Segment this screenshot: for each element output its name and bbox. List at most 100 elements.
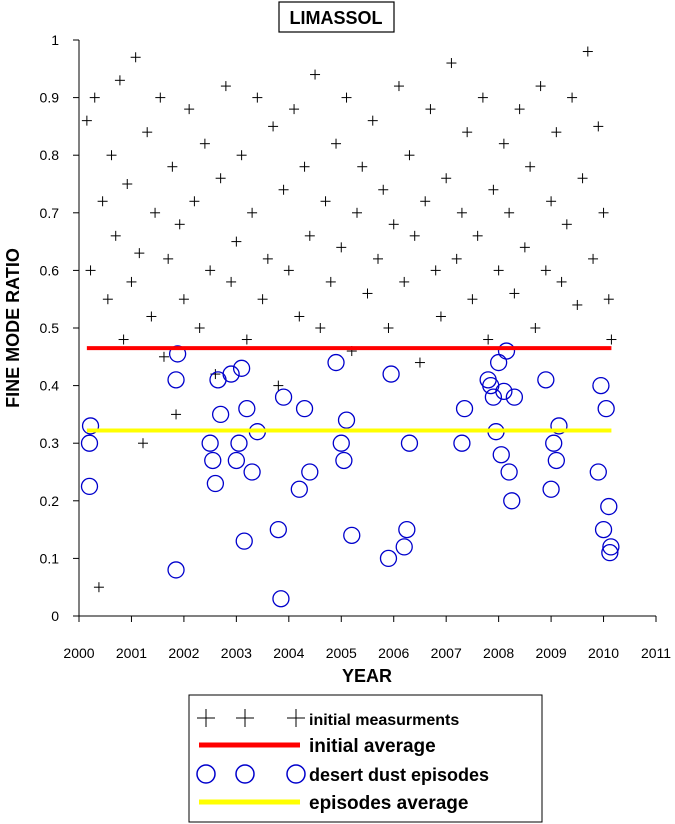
- measurement-point-39: [257, 294, 268, 305]
- measurement-point-59: [362, 288, 373, 299]
- dust-episode-point-11: [222, 365, 240, 383]
- dust-episode-point-5: [167, 561, 185, 579]
- legend-plus-0: [197, 709, 215, 727]
- measurement-point-79: [467, 294, 478, 305]
- measurement-point-35: [236, 150, 247, 161]
- dust-episode-point-43: [495, 382, 513, 401]
- measurement-point-6: [106, 150, 117, 161]
- measurement-point-9: [118, 334, 129, 345]
- measurement-point-103: [593, 121, 604, 132]
- measurement-point-23: [174, 219, 185, 230]
- x-axis-ticks: 2000 2001 2002 2003 2004 2005 2006 2007 2008 2009…: [63, 616, 671, 661]
- measurement-point-104: [598, 207, 609, 218]
- dust-episode-point-25: [327, 353, 345, 372]
- measurement-point-34: [231, 236, 242, 247]
- x-tick-label-2003: 2003: [221, 645, 252, 661]
- measurement-point-25: [184, 104, 195, 115]
- measurement-point-55: [341, 92, 352, 103]
- measurement-point-73: [435, 311, 446, 322]
- dust-episode-point-51: [547, 451, 565, 470]
- measurement-point-86: [504, 207, 515, 218]
- measurement-point-53: [331, 138, 342, 149]
- measurement-point-54: [336, 242, 347, 253]
- x-tick-label-2004: 2004: [273, 645, 304, 661]
- measurement-point-32: [220, 81, 231, 92]
- measurement-point-49: [310, 69, 321, 80]
- dust-episode-point-58: [601, 543, 619, 562]
- measurement-point-19: [158, 351, 169, 362]
- y-tick-label-0.2: 0.2: [40, 493, 60, 509]
- y-axis-label: FINE MODE RATIO: [3, 248, 23, 408]
- measurement-point-15: [142, 127, 153, 138]
- y-tick-label-0: 0: [51, 608, 59, 624]
- x-tick-label-2008: 2008: [483, 645, 514, 661]
- measurement-point-81: [477, 92, 488, 103]
- measurement-point-26: [189, 196, 200, 207]
- measurement-point-63: [383, 323, 394, 333]
- dust-episode-point-13: [230, 434, 248, 452]
- measurement-point-33: [226, 276, 237, 287]
- dust-episode-point-49: [542, 480, 560, 498]
- x-tick-label-2009: 2009: [536, 645, 567, 661]
- measurement-point-77: [456, 207, 467, 218]
- measurement-point-87: [509, 288, 520, 299]
- measurement-point-0: [81, 115, 92, 126]
- measurement-point-90: [525, 161, 536, 172]
- dust-episode-point-41: [489, 353, 508, 372]
- measurement-point-91: [530, 323, 541, 333]
- measurement-point-57: [352, 207, 363, 218]
- measurement-point-13: [134, 248, 145, 259]
- measurement-point-62: [378, 184, 389, 195]
- measurement-point-29: [205, 265, 216, 276]
- measurement-point-101: [582, 46, 593, 57]
- measurement-point-18: [155, 92, 166, 103]
- measurement-point-60: [367, 115, 378, 126]
- measurement-point-51: [320, 196, 331, 207]
- dust-episode-point-29: [343, 526, 361, 545]
- dust-episode-point-24: [301, 463, 319, 481]
- measurement-point-83: [488, 184, 499, 195]
- dust-episode-point-32: [395, 538, 413, 556]
- legend-label-measurements: initial measurments: [309, 712, 459, 729]
- measurement-point-66: [399, 276, 410, 287]
- dust-episode-point-15: [235, 532, 253, 550]
- measurement-point-78: [462, 127, 473, 138]
- y-tick-label-0.6: 0.6: [40, 262, 60, 278]
- x-tick-label-2010: 2010: [588, 645, 619, 661]
- measurement-point-5: [102, 294, 113, 305]
- dust-episode-point-42: [492, 446, 510, 464]
- y-tick-label-0.1: 0.1: [40, 550, 60, 566]
- dust-episode-point-12: [227, 451, 246, 470]
- legend-label-episodes-average: episodes average: [309, 793, 468, 814]
- x-tick-label-2007: 2007: [431, 645, 462, 661]
- plot-area: [80, 46, 620, 608]
- measurement-point-46: [294, 311, 305, 322]
- dust-episode-point-6: [201, 434, 219, 452]
- legend-item-episodes-average: episodes average: [199, 793, 468, 814]
- dust-episode-point-59: [602, 538, 620, 556]
- measurement-point-98: [567, 92, 578, 103]
- dust-episode-point-52: [550, 417, 568, 435]
- measurement-point-45: [289, 104, 300, 115]
- measurement-point-95: [551, 127, 562, 138]
- dust-episode-point-39: [484, 388, 503, 406]
- dust-episode-point-53: [589, 463, 607, 481]
- legend-circle-1: [235, 764, 255, 784]
- measurement-point-75: [446, 58, 457, 69]
- dust-episode-point-26: [332, 434, 350, 452]
- dust-episode-point-55: [594, 520, 613, 539]
- dust-episode-point-23: [295, 399, 314, 418]
- measurement-point-24: [178, 294, 189, 305]
- measurement-point-82: [483, 334, 494, 345]
- legend-plus-markers: [197, 709, 305, 727]
- dust-episode-point-20: [272, 590, 290, 608]
- x-tick-label-2005: 2005: [326, 645, 357, 661]
- y-tick-label-0.3: 0.3: [40, 435, 60, 451]
- dust-episode-point-31: [382, 365, 400, 383]
- legend-circle-2: [286, 764, 306, 784]
- measurement-point-3: [93, 582, 104, 593]
- legend-circle-markers: [196, 764, 306, 784]
- legend-plus-1: [236, 709, 254, 727]
- dust-episode-point-57: [600, 497, 618, 516]
- measurement-point-20: [163, 253, 174, 264]
